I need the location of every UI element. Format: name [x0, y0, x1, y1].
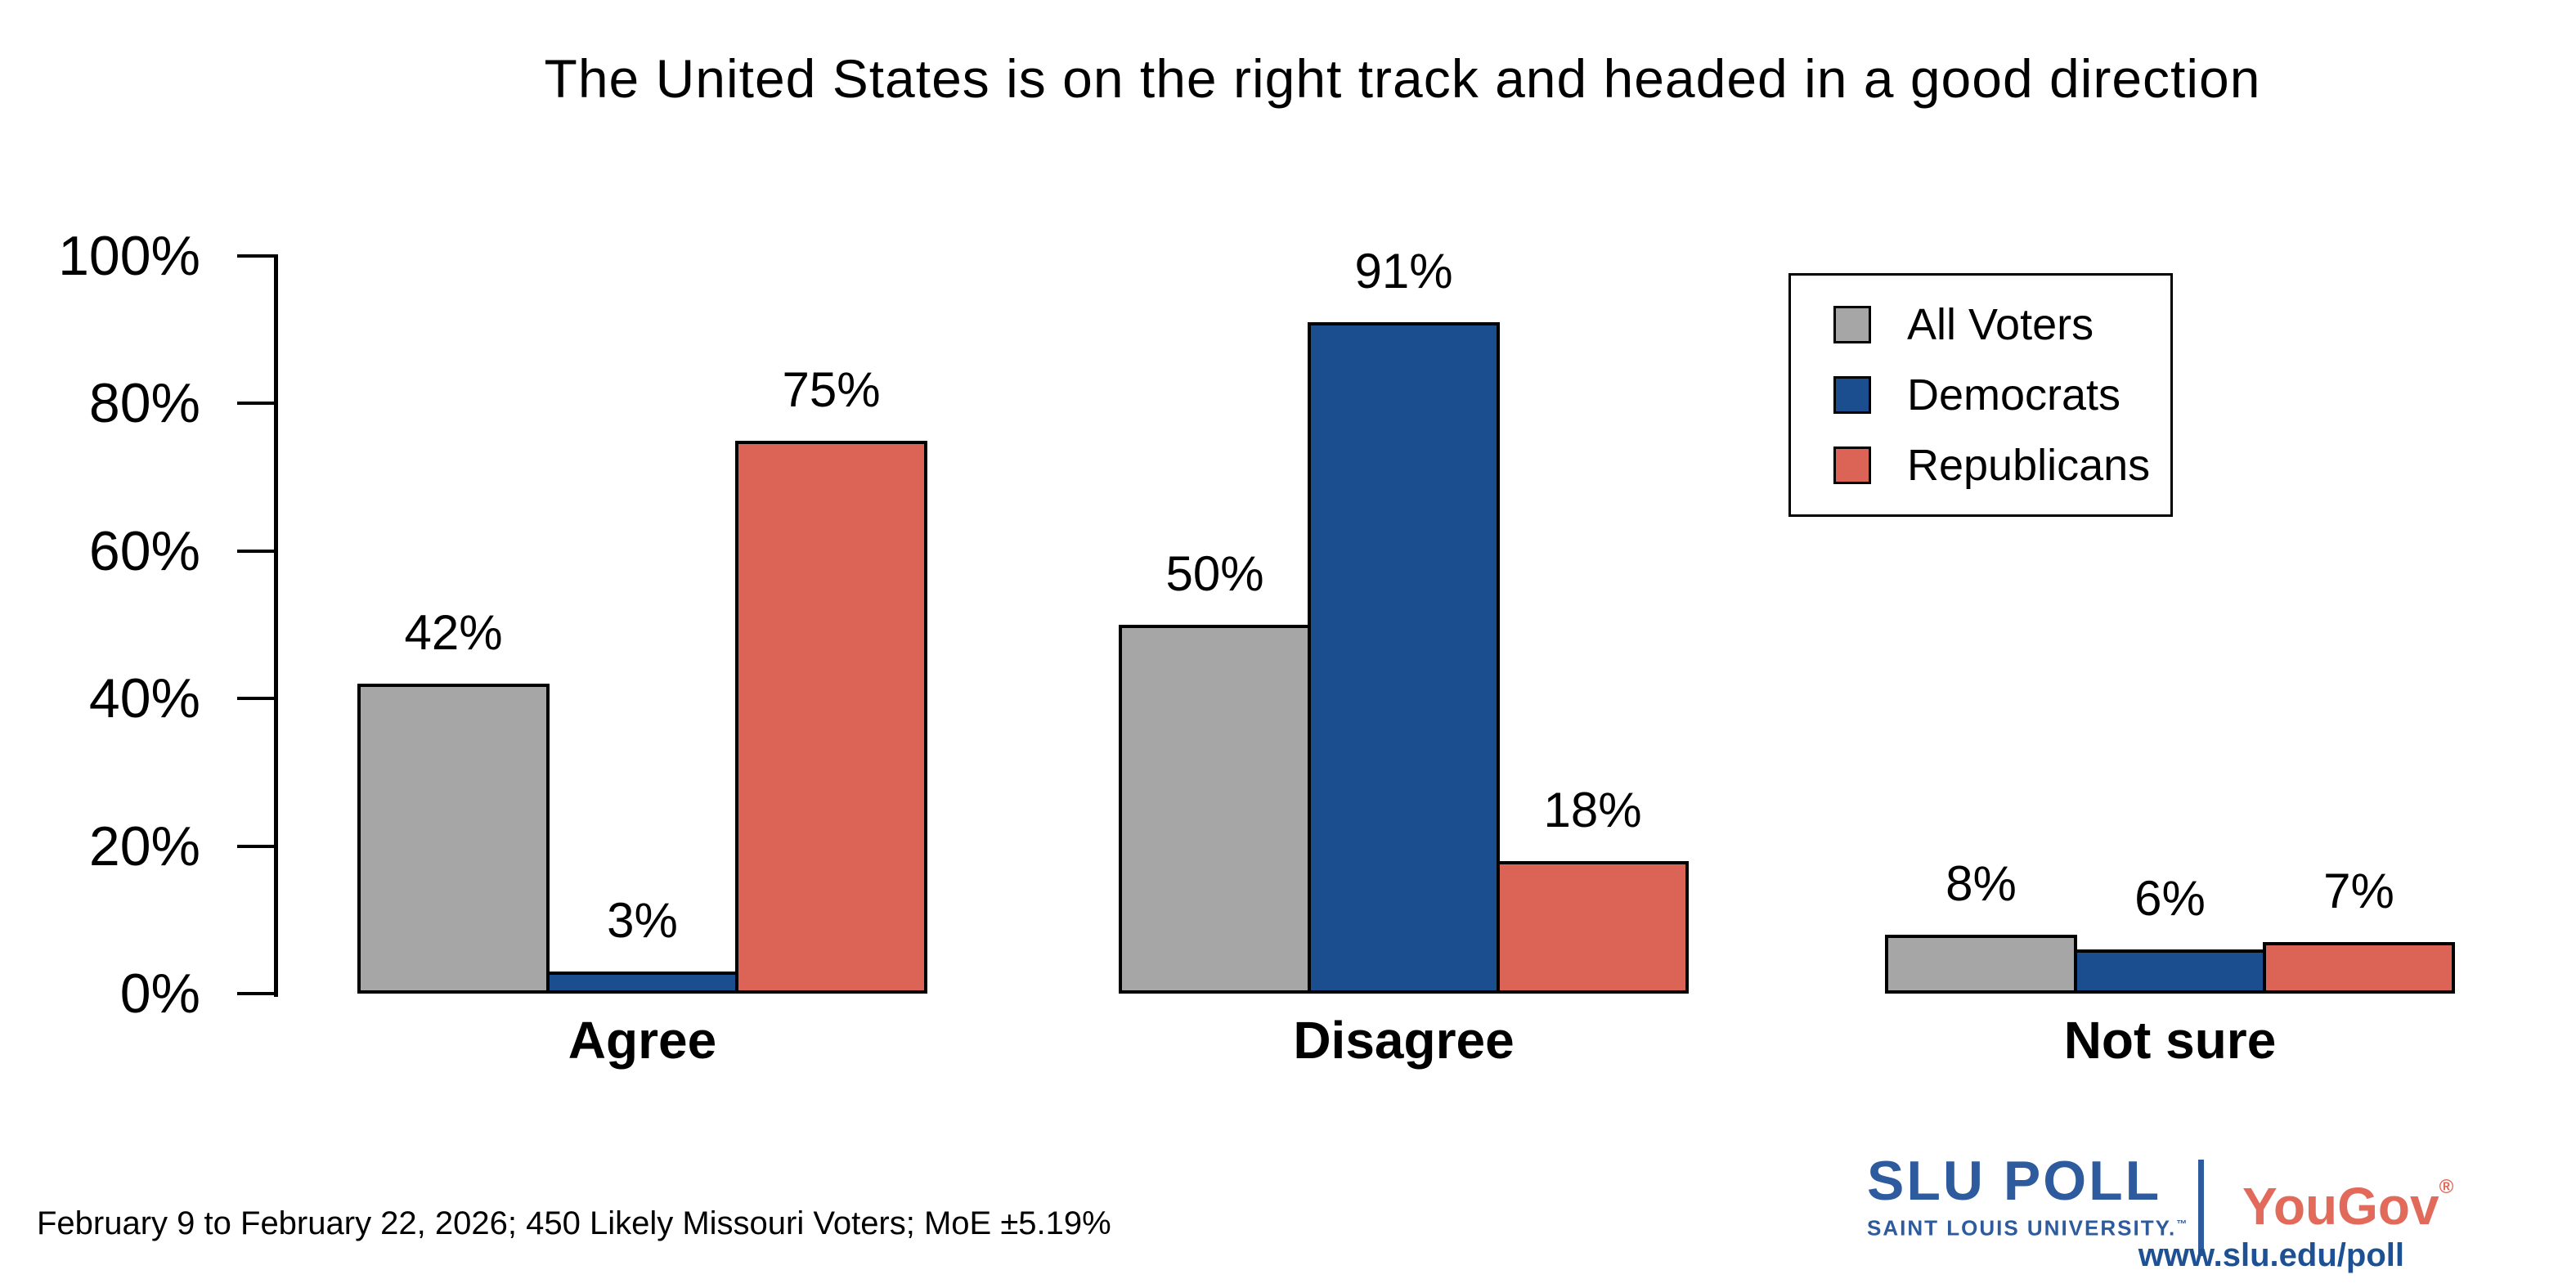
legend-item-democrats: Democrats: [1833, 372, 2170, 418]
legend-swatch-all-voters: [1833, 306, 1871, 343]
bar-value-label: 50%: [1165, 546, 1264, 601]
y-axis-tick-label: 80%: [88, 372, 200, 435]
legend-item-republicans: Republicans: [1833, 442, 2170, 488]
y-axis-tick: [237, 549, 274, 553]
bar-value-label: 91%: [1354, 244, 1453, 299]
y-axis-tick-label: 0%: [119, 963, 200, 1025]
y-axis-tick: [237, 402, 274, 406]
chart-title: The United States is on the right track …: [544, 48, 2261, 109]
bar-value-label: 75%: [782, 361, 881, 417]
y-axis-tick-label: 100%: [58, 225, 200, 287]
y-axis-tick: [237, 697, 274, 701]
bar-democrats-disagree: [1308, 322, 1500, 994]
bar-value-label: 7%: [2323, 863, 2394, 918]
bar-all-voters-not-sure: [1885, 934, 2077, 994]
y-axis-tick-label: 20%: [88, 815, 200, 877]
bar-democrats-agree: [546, 971, 738, 994]
legend-label: Republicans: [1907, 441, 2151, 490]
category-label-not-sure: Not sure: [2063, 1011, 2277, 1070]
source-note: February 9 to February 22, 2026; 450 Lik…: [37, 1205, 1111, 1241]
legend-swatch-republicans: [1833, 447, 1871, 484]
logo-divider: [2198, 1160, 2204, 1256]
y-axis-tick-label: 40%: [88, 667, 200, 730]
yougov-logo: YouGov®: [2242, 1176, 2454, 1236]
category-label-disagree: Disagree: [1293, 1011, 1515, 1070]
legend-label: All Voters: [1907, 300, 2094, 349]
bar-value-label: 6%: [2134, 870, 2206, 926]
bar-republicans-disagree: [1497, 860, 1689, 994]
bar-republicans-agree: [735, 440, 927, 994]
bar-republicans-not-sure: [2263, 941, 2455, 994]
bar-democrats-not-sure: [2074, 949, 2266, 994]
y-axis-line: [274, 254, 278, 997]
bar-value-label: 42%: [404, 605, 503, 661]
bar-all-voters-disagree: [1119, 625, 1311, 994]
legend-swatch-democrats: [1833, 376, 1871, 414]
y-axis-tick-label: 60%: [88, 519, 200, 582]
slu-poll-logo: SLU POLL: [1867, 1151, 2161, 1210]
y-axis-tick: [237, 254, 274, 258]
trademark-symbol: ™: [2176, 1218, 2188, 1230]
bar-all-voters-agree: [357, 684, 550, 994]
category-label-agree: Agree: [568, 1011, 717, 1070]
slu-poll-url: www.slu.edu/poll: [2138, 1237, 2404, 1273]
legend-item-all-voters: All Voters: [1833, 302, 2170, 348]
y-axis-tick: [237, 992, 274, 995]
bar-value-label: 8%: [1945, 855, 2017, 911]
legend-label: Democrats: [1907, 370, 2121, 420]
bar-value-label: 3%: [607, 892, 678, 948]
legend: All Voters Democrats Republicans: [1788, 273, 2173, 517]
registered-symbol: ®: [2439, 1176, 2454, 1198]
y-axis-tick: [237, 844, 274, 848]
slu-university-logo-text: SAINT LOUIS UNIVERSITY.™: [1867, 1215, 2188, 1241]
bar-value-label: 18%: [1543, 782, 1642, 837]
slu-poll-logo-text: SLU POLL: [1867, 1150, 2162, 1212]
